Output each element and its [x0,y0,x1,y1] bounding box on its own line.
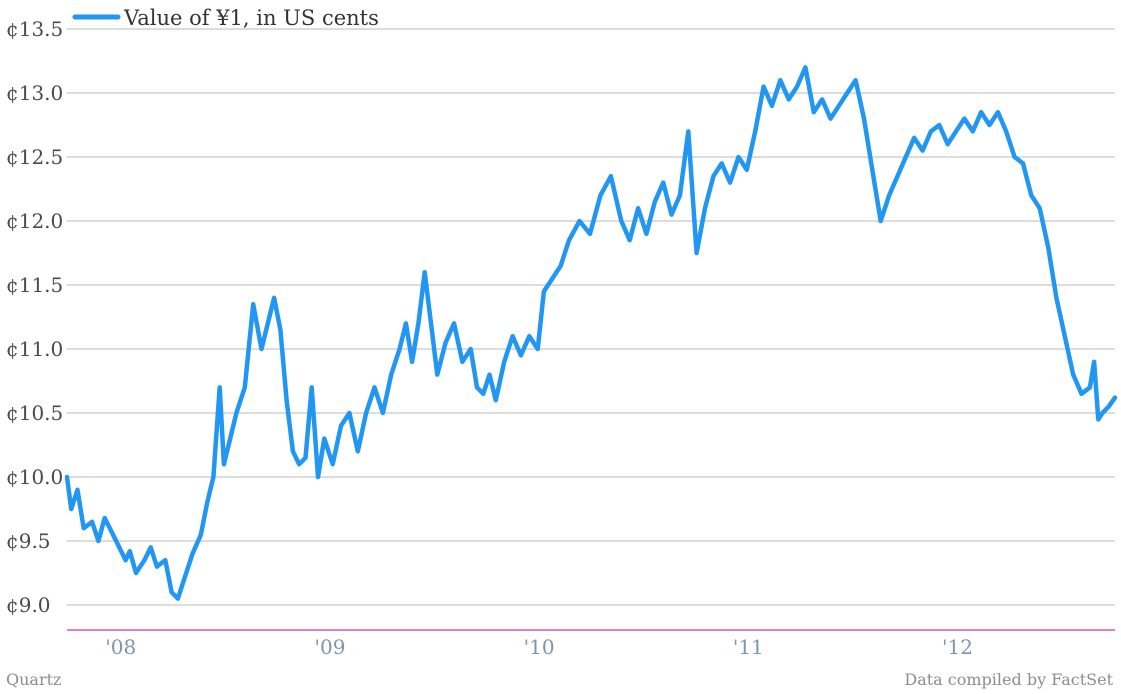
x-tick-label: '10 [524,635,555,659]
y-tick-label: ¢9.5 [6,529,51,553]
gridlines [67,28,1115,606]
data-credit: Data compiled by FactSet [904,670,1113,689]
y-tick-label: ¢13.0 [6,81,63,105]
source-credit: Quartz [6,670,62,689]
y-tick-label: ¢10.5 [6,401,63,425]
y-tick-label: ¢9.0 [6,593,51,617]
x-tick-label: '08 [105,635,136,659]
y-tick-label: ¢12.0 [6,209,63,233]
x-tick-label: '12 [942,635,973,659]
y-tick-label: ¢13.5 [6,17,63,41]
y-tick-label: ¢12.5 [6,145,63,169]
x-tick-label: '09 [314,635,345,659]
x-tick-label: '11 [733,635,764,659]
y-tick-label: ¢10.0 [6,465,63,489]
legend-label: Value of ¥1, in US cents [123,6,379,30]
x-axis-ticks: '08 '09 '10 '11 '12 [105,635,973,659]
y-tick-label: ¢11.5 [6,273,63,297]
y-axis-ticks: ¢13.5 ¢13.0 ¢12.5 ¢12.0 ¢11.5 ¢11.0 ¢10.5 ¢10.0… [6,17,63,617]
y-tick-label: ¢11.0 [6,337,63,361]
legend: Value of ¥1, in US cents [72,6,379,30]
series-line-yen-value [64,65,1118,601]
